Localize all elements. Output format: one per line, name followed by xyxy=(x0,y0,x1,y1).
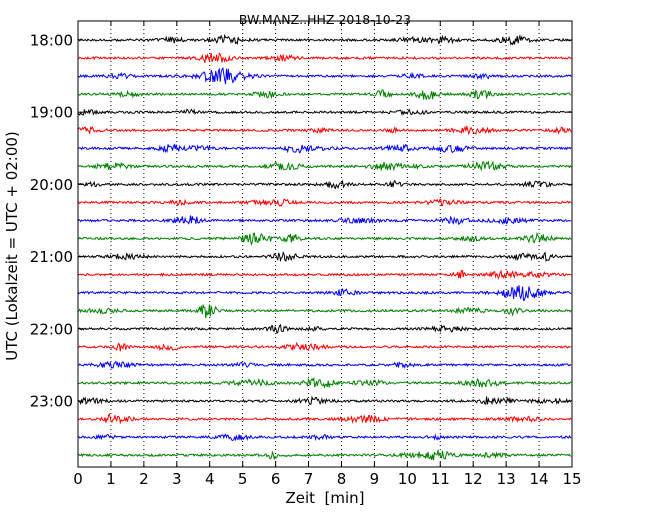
y-tick-label: 19:00 xyxy=(30,104,73,122)
trace-2030 xyxy=(77,215,572,226)
trace-2300 xyxy=(77,395,572,406)
trace-2315 xyxy=(77,413,572,425)
y-axis-label: UTC (Lokalzeit = UTC + 02:00) xyxy=(3,131,21,361)
trace-2145 xyxy=(77,304,572,319)
x-tick-label: 2 xyxy=(139,470,149,488)
trace-1800 xyxy=(77,33,572,46)
x-tick-label: 1 xyxy=(106,470,116,488)
trace-1915 xyxy=(77,124,572,135)
trace-2015 xyxy=(77,198,572,207)
x-tick-label: 8 xyxy=(337,470,347,488)
trace-2245 xyxy=(77,376,572,389)
trace-2130 xyxy=(77,285,572,301)
trace-1900 xyxy=(77,108,572,117)
y-tick-label: 23:00 xyxy=(30,393,73,411)
trace-1815 xyxy=(77,52,572,63)
x-tick-label: 10 xyxy=(398,470,417,488)
x-tick-label: 12 xyxy=(464,470,483,488)
y-tick-label: 18:00 xyxy=(30,32,73,50)
trace-2200 xyxy=(77,323,572,334)
trace-1945 xyxy=(77,160,572,172)
seismogram-traces xyxy=(77,33,572,461)
trace-1830 xyxy=(77,67,572,85)
y-tick-label: 21:00 xyxy=(30,248,73,266)
trace-2100 xyxy=(77,251,572,263)
y-tick-label: 22:00 xyxy=(30,320,73,338)
chart-title: BW.MANZ..HHZ 2018-10-23 xyxy=(239,12,411,27)
x-tick-label: 0 xyxy=(73,470,83,488)
trace-2215 xyxy=(77,341,572,352)
x-tick-label: 6 xyxy=(271,470,281,488)
x-tick-labels: 0 1 2 3 4 5 6 7 8 9 10 11 12 13 14 15 xyxy=(73,470,581,488)
y-tick-label: 20:00 xyxy=(30,176,73,194)
trace-2115 xyxy=(77,269,572,280)
x-tick-label: 7 xyxy=(304,470,314,488)
x-tick-label: 11 xyxy=(431,470,450,488)
x-tick-label: 4 xyxy=(205,470,215,488)
trace-2330 xyxy=(77,433,572,442)
x-tick-label: 3 xyxy=(172,470,182,488)
x-axis-label: Zeit [min] xyxy=(285,489,364,507)
y-tick-labels: 18:00 19:00 20:00 21:00 22:00 23:00 xyxy=(30,32,73,411)
plot-frame xyxy=(77,20,573,468)
trace-2000 xyxy=(77,179,572,190)
trace-1930 xyxy=(77,143,572,154)
trace-2345 xyxy=(77,449,572,461)
x-tick-label: 13 xyxy=(497,470,516,488)
x-tick-label: 9 xyxy=(370,470,380,488)
x-tick-label: 5 xyxy=(238,470,248,488)
x-tick-label: 14 xyxy=(530,470,549,488)
trace-1845 xyxy=(77,89,572,100)
tick-marks xyxy=(77,21,573,467)
x-tick-label: 15 xyxy=(562,470,581,488)
trace-2230 xyxy=(77,360,572,369)
trace-2045 xyxy=(77,232,572,246)
